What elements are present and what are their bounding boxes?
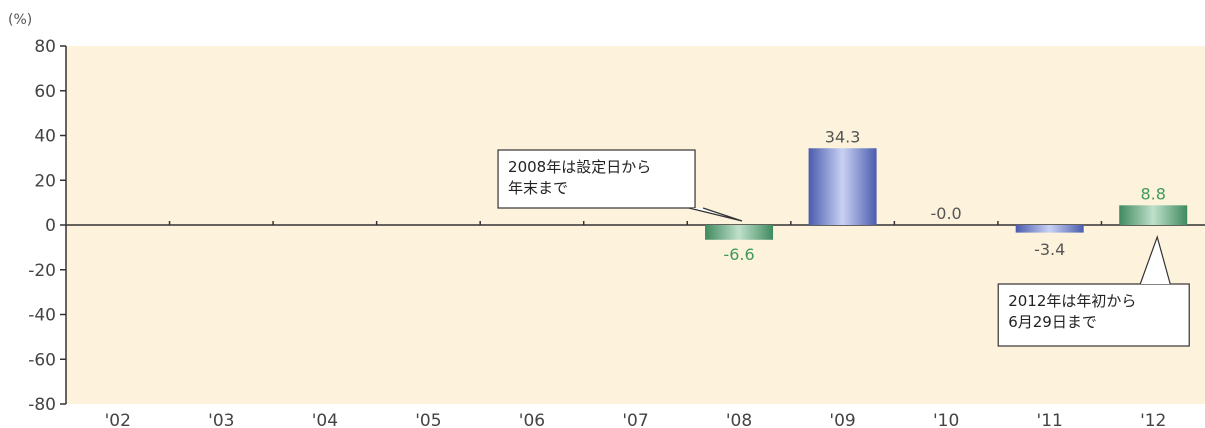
x-tick-label: '08 [726, 411, 752, 428]
data-label: -6.6 [723, 245, 754, 264]
x-tick-label: '05 [415, 411, 441, 428]
x-tick-label: '04 [312, 411, 338, 428]
callout-text-line: 年末まで [508, 179, 568, 197]
callout-pointer [688, 207, 743, 222]
x-tick-label: '06 [519, 411, 545, 428]
y-tick-label: -40 [28, 306, 56, 326]
y-tick-label: 60 [34, 82, 56, 102]
callout-text-line: 2012年は年初から [1008, 292, 1136, 310]
y-tick-label: 40 [34, 127, 56, 147]
bar [705, 225, 774, 240]
callout-pointer-fill [1140, 237, 1171, 284]
y-tick-label: -60 [28, 350, 56, 370]
callout-box [497, 149, 696, 209]
y-axis: 80 60 40 20 0 -20 -40 -60 -80 [28, 37, 67, 415]
x-tick-label: '09 [829, 411, 855, 428]
data-label: -0.0 [931, 204, 962, 223]
y-tick-label: 80 [34, 37, 56, 57]
data-label: -3.4 [1034, 240, 1065, 259]
y-tick-label: -20 [28, 261, 56, 281]
y-tick-label: -80 [28, 395, 56, 415]
data-labels: -6.6 34.3 -0.0 -3.4 8.8 [723, 127, 1166, 264]
y-tick-label: 0 [45, 216, 56, 236]
x-tick-label: '11 [1037, 411, 1063, 428]
x-tick-label: '07 [622, 411, 648, 428]
bars [705, 148, 1188, 240]
x-tick-label: '10 [933, 411, 959, 428]
callout-text-line: 6月29日まで [1008, 313, 1097, 331]
callout-box [997, 283, 1190, 347]
y-tick-label: 20 [34, 171, 56, 191]
data-label: 8.8 [1141, 184, 1166, 203]
callout-12: 2012年は年初から 6月29日まで [997, 235, 1190, 347]
x-tick-label: '03 [208, 411, 234, 428]
bar [1119, 205, 1188, 225]
bar [808, 148, 877, 225]
x-tick-label: '02 [105, 411, 131, 428]
callout-text-line: 2008年は設定日から [508, 158, 651, 176]
data-label: 34.3 [825, 127, 861, 146]
bar [1015, 225, 1084, 233]
y-unit-label: (%) [8, 12, 32, 28]
callout-pointer [1139, 235, 1171, 285]
x-tick-label: '12 [1140, 411, 1166, 428]
x-axis: '02 '03 '04 '05 '06 '07 '08 '09 '10 '11 '12 [66, 221, 1205, 428]
